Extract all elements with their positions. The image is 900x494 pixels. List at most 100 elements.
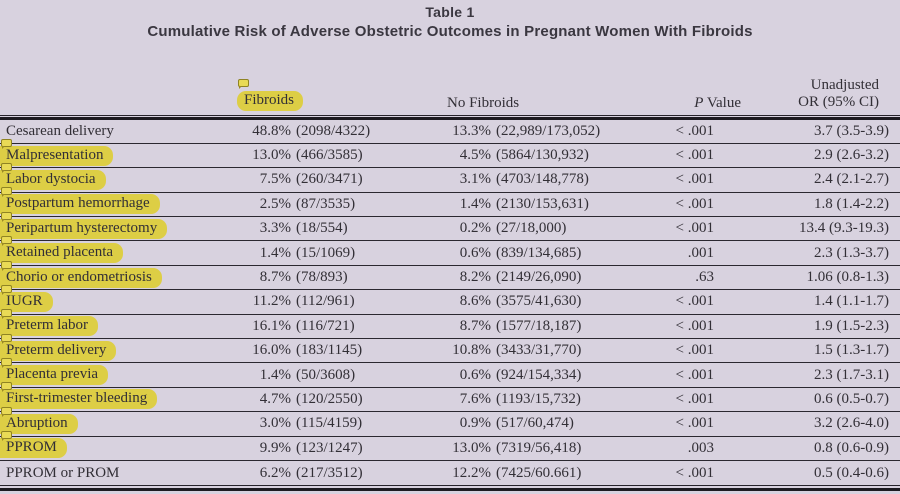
or-value: 1.06 (0.8-1.3): [806, 269, 890, 286]
highlight-annotation[interactable]: Malpresentation: [0, 138, 114, 166]
outcome-label: Abruption: [6, 414, 68, 431]
fibroids-value: 9.9% (123/1247): [259, 439, 363, 456]
fibroids-value: 48.8% (2098/4322): [252, 122, 371, 139]
highlight-annotation[interactable]: Fibroids: [237, 79, 304, 111]
or-value: 0.6 (0.5-0.7): [814, 390, 889, 407]
table-row: Labor dystocia 7.5% (260/3471) 3.1% (4703/14…: [0, 162, 900, 193]
no-fibroids-value: 8.2% (2149/26,090): [459, 269, 582, 286]
highlight-annotation[interactable]: Peripartum hysterectomy: [0, 211, 168, 239]
note-annotation-icon[interactable]: [1, 406, 12, 417]
note-annotation-icon[interactable]: [1, 382, 12, 393]
note-annotation-icon[interactable]: [1, 187, 12, 198]
table-row: Peripartum hysterectomy 3.3% (18/554) 0.2%(…: [0, 211, 900, 242]
or-value: 13.4 (9.3-19.3): [799, 220, 889, 237]
outcome-label: Preterm delivery: [6, 341, 107, 358]
outcome-label: IUGR: [6, 292, 43, 309]
p-value: .63: [695, 269, 714, 286]
note-annotation-icon[interactable]: [1, 284, 12, 295]
table-row: Preterm labor 16.1% (116/721) 8.7% (1577/18,…: [0, 309, 900, 340]
no-fibroids-value: 1.4% (2130/153,631): [459, 195, 589, 212]
or-value: 1.8 (1.4-2.2): [814, 195, 889, 212]
bottom-rule-thin: [0, 485, 900, 487]
highlight-annotation[interactable]: Abruption: [0, 406, 78, 434]
note-annotation-icon[interactable]: [1, 358, 12, 369]
note-annotation-icon[interactable]: [1, 431, 12, 442]
column-header-p-value: P Value: [694, 95, 741, 111]
no-fibroids-value: 0.6% (924/154,334): [459, 366, 582, 383]
p-value: < .001: [675, 220, 714, 237]
fibroids-value: 4.7% (120/2550): [259, 390, 363, 407]
note-annotation-icon[interactable]: [1, 309, 12, 320]
outcome-label: Retained placenta: [6, 244, 114, 261]
table-header-row: Fibroids No Fibroids P Value Unadjusted …: [0, 70, 900, 115]
or-value: 2.4 (2.1-2.7): [814, 171, 889, 188]
table-row: First-trimester bleeding 4.7% (120/2550) 7.…: [0, 382, 900, 413]
note-annotation-icon[interactable]: [1, 260, 12, 271]
fibroids-value: 13.0% (466/3585): [252, 147, 363, 164]
outcome-label: Cesarean delivery: [6, 122, 114, 139]
highlight-annotation[interactable]: Labor dystocia: [0, 162, 106, 190]
outcome-label: Labor dystocia: [6, 170, 96, 187]
or-value: 2.9 (2.6-3.2): [814, 147, 889, 164]
highlight-annotation[interactable]: First-trimester bleeding: [0, 382, 158, 410]
note-annotation-icon[interactable]: [1, 236, 12, 247]
table-body: Cesarean delivery 48.8% (2098/4322) 13.3% (2…: [0, 120, 900, 486]
fibroids-value: 8.7% (78/893): [259, 269, 348, 286]
outcome-label: PPROM: [6, 439, 57, 456]
outcome-label: First-trimester bleeding: [6, 390, 148, 407]
p-value: < .001: [675, 171, 714, 188]
outcome-label: Peripartum hysterectomy: [6, 219, 158, 236]
note-annotation-icon[interactable]: [1, 162, 12, 173]
highlight-annotation[interactable]: Chorio or endometriosis: [0, 260, 162, 288]
table-row: Placenta previa 1.4% (50/3608) 0.6% (924/154…: [0, 358, 900, 388]
or-value: 1.5 (1.3-1.7): [814, 342, 889, 359]
table-row: Abruption 3.0% (115/4159) 0.9% (517/60,474) <…: [0, 406, 900, 437]
highlight-annotation[interactable]: Preterm labor: [0, 309, 99, 337]
highlight-annotation[interactable]: Retained placenta: [0, 236, 124, 264]
table-row: PPROM or PROM 6.2% (217/3512) 12.2% (7425/60…: [0, 461, 900, 485]
outcome-label: Preterm labor: [6, 317, 89, 334]
highlight-annotation[interactable]: Placenta previa: [0, 358, 109, 386]
note-annotation-icon[interactable]: [1, 211, 12, 222]
no-fibroids-value: 8.7% (1577/18,187): [459, 317, 582, 334]
p-value: < .001: [675, 147, 714, 164]
note-annotation-icon[interactable]: [1, 333, 12, 344]
note-annotation-icon[interactable]: [1, 138, 12, 149]
table-row: Chorio or endometriosis 8.7% (78/893) 8.2%(…: [0, 260, 900, 291]
or-value: 1.4 (1.1-1.7): [814, 293, 889, 310]
note-annotation-icon[interactable]: [238, 79, 249, 89]
p-value: < .001: [675, 366, 714, 383]
p-value: < .001: [675, 195, 714, 212]
no-fibroids-value: 0.2% (27/18,000): [459, 220, 567, 237]
highlight-annotation[interactable]: Postpartum hemorrhage: [0, 187, 160, 215]
table-row: Cesarean delivery 48.8% (2098/4322) 13.3% (2…: [0, 120, 900, 144]
column-header-fibroids: Fibroids: [244, 92, 295, 108]
fibroids-value: 1.4% (15/1069): [259, 244, 356, 261]
highlight-annotation[interactable]: Preterm delivery: [0, 333, 117, 361]
or-value: 0.8 (0.6-0.9): [814, 439, 889, 456]
no-fibroids-value: 12.2% (7425/60.661): [452, 464, 582, 481]
highlight-annotation[interactable]: PPROM: [0, 431, 67, 459]
p-value: < .001: [675, 415, 714, 432]
p-value: < .001: [675, 464, 714, 481]
outcome-label: Chorio or endometriosis: [6, 268, 152, 285]
or-value: 0.5 (0.4-0.6): [814, 464, 889, 481]
p-value: < .001: [675, 293, 714, 310]
or-value: 2.3 (1.3-3.7): [814, 244, 889, 261]
fibroids-value: 3.3% (18/554): [259, 220, 348, 237]
fibroids-value: 6.2% (217/3512): [259, 464, 363, 481]
no-fibroids-value: 13.0% (7319/56,418): [452, 439, 582, 456]
p-value: < .001: [675, 342, 714, 359]
outcome-label: PPROM or PROM: [6, 464, 120, 481]
fibroids-value: 16.0% (183/1145): [252, 342, 363, 359]
table-title: Cumulative Risk of Adverse Obstetric Out…: [147, 23, 753, 40]
highlight-annotation[interactable]: IUGR: [0, 284, 53, 312]
outcome-label: Postpartum hemorrhage: [6, 195, 150, 212]
or-value: 3.7 (3.5-3.9): [814, 122, 889, 139]
table-number: Table 1: [425, 4, 475, 20]
no-fibroids-value: 10.8% (3433/31,770): [452, 342, 582, 359]
fibroids-value: 1.4% (50/3608): [259, 366, 356, 383]
table-row: Preterm delivery 16.0% (183/1145) 10.8% (343…: [0, 333, 900, 364]
fibroids-value: 7.5% (260/3471): [259, 171, 363, 188]
no-fibroids-value: 7.6% (1193/15,732): [459, 390, 581, 407]
